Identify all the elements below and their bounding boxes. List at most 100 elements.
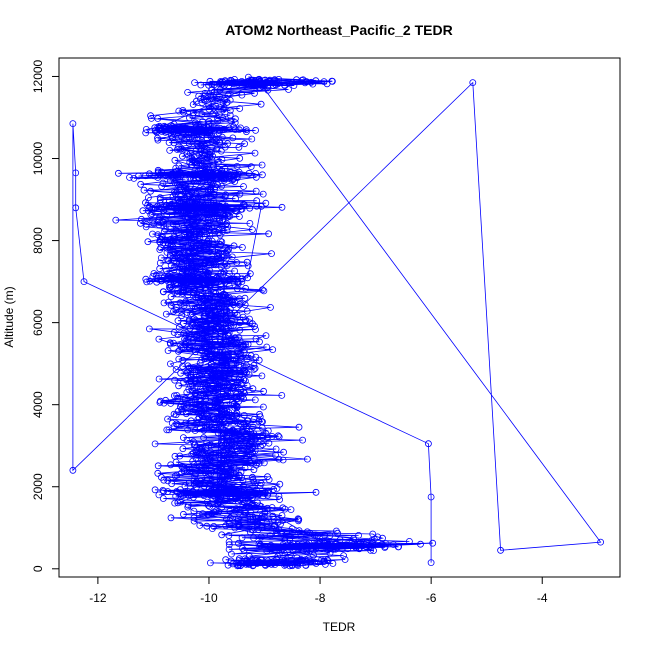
data-point — [240, 376, 248, 383]
data-point — [166, 360, 174, 368]
data-point — [264, 427, 272, 435]
data-point — [219, 373, 227, 381]
data-point — [156, 259, 164, 267]
data-point — [221, 77, 229, 85]
data-point — [273, 556, 281, 563]
data-point — [220, 125, 228, 133]
data-point — [190, 517, 198, 525]
data-point — [223, 247, 231, 255]
data-point — [206, 456, 214, 464]
data-point — [236, 337, 244, 345]
data-point — [260, 287, 268, 295]
data-point — [176, 486, 184, 494]
data-point — [213, 145, 221, 153]
data-point — [190, 441, 198, 449]
data-point — [196, 298, 204, 305]
data-point — [342, 541, 350, 549]
data-point — [236, 105, 244, 112]
data-point — [285, 86, 292, 93]
data-point — [139, 207, 147, 215]
data-point — [171, 452, 179, 460]
data-point — [274, 80, 282, 88]
data-point — [187, 161, 195, 169]
data-point — [224, 91, 232, 99]
data-point — [261, 508, 269, 516]
data-point — [249, 515, 257, 523]
data-point — [326, 544, 334, 552]
data-point — [174, 317, 182, 325]
data-point — [234, 562, 241, 570]
data-point — [193, 420, 201, 428]
data-point — [236, 319, 244, 327]
data-point — [189, 487, 197, 495]
data-point — [205, 368, 213, 376]
data-point — [217, 241, 225, 249]
data-point — [156, 196, 164, 204]
data-point — [155, 491, 163, 499]
data-point — [170, 233, 178, 240]
data-point — [281, 537, 289, 544]
data-point — [171, 188, 178, 196]
data-point — [183, 376, 191, 384]
data-point — [216, 460, 224, 468]
data-point — [394, 543, 402, 551]
data-point — [186, 174, 194, 182]
data-point — [252, 173, 260, 181]
y-tick-label: 4000 — [31, 391, 45, 418]
data-point — [213, 252, 221, 260]
data-point — [173, 420, 181, 428]
data-point — [205, 222, 213, 230]
data-point — [266, 76, 274, 84]
data-point — [188, 206, 196, 214]
x-axis-label: TEDR — [323, 620, 356, 634]
data-point — [147, 112, 155, 120]
data-point — [190, 285, 198, 293]
data-point — [248, 226, 256, 234]
data-point — [182, 337, 190, 345]
data-point — [207, 467, 215, 475]
data-point — [309, 80, 317, 88]
data-point — [180, 247, 188, 255]
data-point — [194, 366, 202, 374]
data-point — [204, 389, 212, 396]
data-point — [167, 273, 175, 281]
data-point — [207, 201, 214, 209]
data-point — [201, 479, 209, 487]
data-point — [190, 315, 198, 323]
data-point — [211, 185, 219, 193]
data-point — [159, 495, 167, 502]
data-point — [203, 325, 211, 333]
data-point — [191, 328, 199, 336]
data-point — [209, 174, 217, 182]
data-point — [219, 228, 227, 235]
data-point — [265, 487, 273, 495]
data-point — [295, 527, 303, 534]
data-point — [290, 82, 298, 89]
data-point — [184, 362, 192, 370]
data-point — [201, 265, 209, 273]
data-point — [201, 294, 209, 302]
data-point — [140, 186, 148, 194]
data-point — [213, 274, 221, 282]
data-point — [188, 203, 196, 211]
data-point — [427, 559, 435, 566]
data-point — [192, 378, 200, 386]
data-point — [225, 353, 233, 361]
data-point — [189, 336, 197, 344]
data-point — [214, 499, 221, 507]
data-point — [176, 403, 184, 411]
data-point — [182, 410, 190, 418]
data-point — [172, 411, 180, 419]
data-point — [198, 111, 206, 118]
data-point — [263, 523, 271, 531]
data-point — [226, 507, 234, 515]
data-point — [210, 523, 218, 530]
data-point — [212, 138, 220, 145]
data-point — [200, 260, 208, 268]
data-point — [188, 204, 196, 212]
data-point — [224, 489, 232, 497]
data-point — [236, 154, 244, 162]
data-point — [243, 452, 251, 460]
data-point — [221, 193, 229, 201]
data-point — [211, 308, 219, 316]
